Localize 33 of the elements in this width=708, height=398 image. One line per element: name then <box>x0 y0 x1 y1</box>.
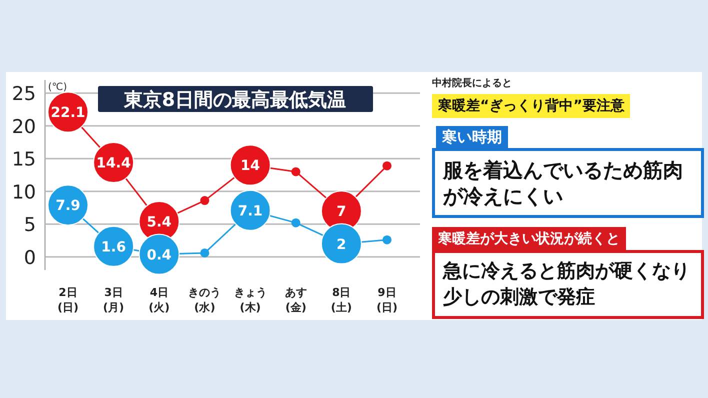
x-tick-label: 2日 (日) <box>57 286 79 314</box>
point <box>320 223 362 264</box>
text: 寒暖差が大きい状況が続くと <box>432 227 626 251</box>
data-label: 14 <box>240 158 260 174</box>
data-label: 14.4 <box>96 156 132 172</box>
data-label: 0.4 <box>146 247 172 264</box>
x-tick-label: きのう (水) <box>188 286 222 314</box>
x-tick-label: 3日 (月) <box>103 286 124 314</box>
data-label: 1.6 <box>101 239 126 256</box>
y-tick-label: 20 <box>12 116 36 138</box>
x-tick-label: 4日 (火) <box>148 286 170 314</box>
x-tick-label: 9日 (日) <box>376 286 398 314</box>
data-label: 22.1 <box>50 105 86 122</box>
text: 寒暖差“ぎっくり背中”要注意 <box>432 94 630 118</box>
y-axis-title: (℃) <box>48 82 68 94</box>
x-tick-label: きょう (木) <box>234 286 267 314</box>
y-tick-label: 15 <box>12 148 36 171</box>
y-tick-label: 10 <box>12 181 36 204</box>
text: 中村院長によると <box>432 76 512 90</box>
data-label: 2 <box>336 236 346 253</box>
y-tick-label: 5 <box>24 214 36 236</box>
x-tick-label: あす (金) <box>284 286 307 314</box>
text: 急に冷えると筋肉が硬くなり少しの刺激で発症 <box>432 250 704 320</box>
y-tick-label: 0 <box>24 246 36 269</box>
text: 服を着込んでいるため筋肉が冷えにくい <box>432 148 704 218</box>
y-tick-label: 25 <box>12 83 36 106</box>
x-tick-label: 8日 (土) <box>330 286 352 314</box>
data-label: 7.9 <box>56 198 80 214</box>
data-label: 7.1 <box>238 203 263 220</box>
data-label: 5.4 <box>146 214 172 231</box>
text: 東京8日間の最高最低気温 <box>122 89 346 111</box>
data-label: 7 <box>336 204 346 220</box>
text: 寒い時期 <box>436 126 508 149</box>
